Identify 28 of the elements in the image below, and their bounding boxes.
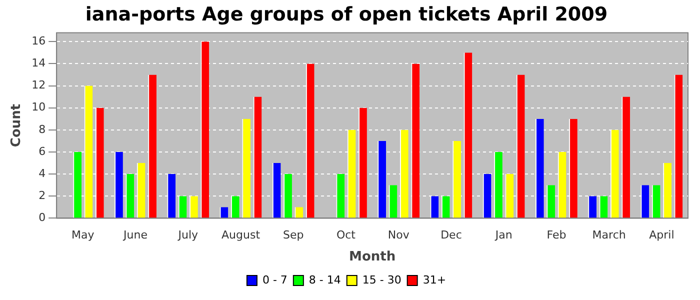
x-tick-label: July	[177, 228, 199, 242]
x-tick-label: August	[222, 228, 261, 242]
x-tick-label: Dec	[440, 228, 462, 242]
legend-label: 0 - 7	[262, 273, 288, 286]
y-tick-label: 14	[32, 56, 46, 70]
y-tick-label: 10	[32, 100, 46, 114]
x-axis-title: Month	[349, 250, 396, 265]
y-tick-label: 12	[32, 78, 46, 92]
x-tick-label: Oct	[336, 228, 356, 242]
legend-label: 8 - 14	[308, 273, 341, 286]
chart-title: iana-ports Age groups of open tickets April 2009	[85, 3, 608, 26]
x-tick-label: May	[72, 228, 95, 242]
x-tick-label: Feb	[546, 228, 566, 242]
x-tick-label: June	[122, 228, 148, 242]
x-tick-label: April	[649, 228, 674, 242]
legend-label: 15 - 30	[362, 273, 402, 286]
x-tick-label: March	[592, 228, 626, 242]
y-tick-label: 4	[38, 166, 46, 180]
y-tick-label: 16	[32, 34, 46, 48]
y-tick-label: 2	[38, 188, 46, 202]
y-axis-title: Count	[9, 104, 24, 148]
y-tick-label: 0	[38, 211, 46, 224]
x-tick-label: Jan	[494, 228, 512, 242]
y-tick-label: 6	[38, 144, 46, 158]
x-tick-label: Sep	[283, 228, 304, 242]
legend-label: 31+	[422, 273, 446, 286]
y-tick-label: 8	[38, 122, 46, 136]
x-tick-label: Nov	[388, 228, 410, 242]
